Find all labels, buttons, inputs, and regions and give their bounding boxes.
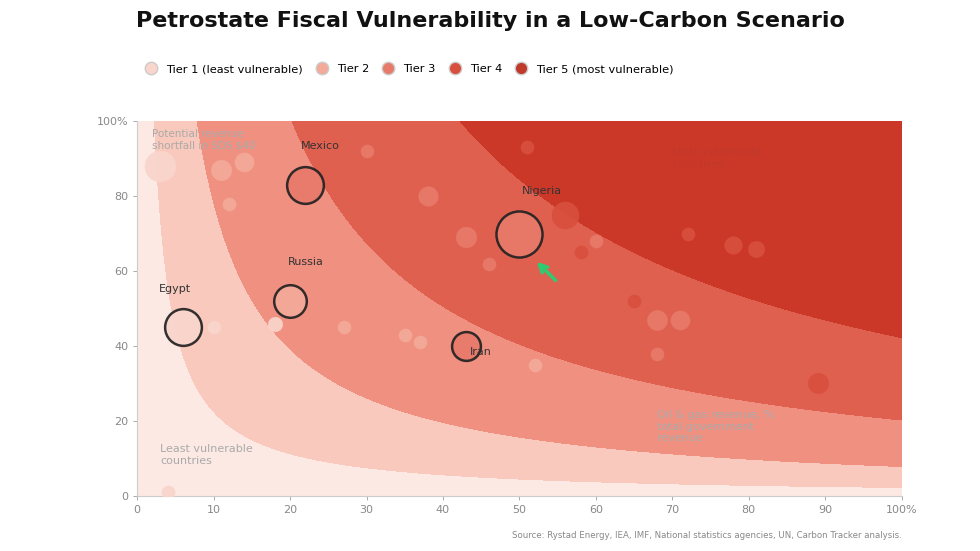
Text: Russia: Russia: [287, 257, 323, 267]
Point: [558, 210, 573, 219]
Point: [298, 181, 314, 190]
Point: [236, 158, 252, 167]
Legend: Tier 1 (least vulnerable), Tier 2, Tier 3, Tier 4, Tier 5 (most vulnerable): Tier 1 (least vulnerable), Tier 2, Tier …: [135, 60, 678, 79]
Point: [413, 338, 428, 347]
Point: [458, 342, 473, 350]
Point: [397, 331, 413, 339]
Point: [519, 143, 535, 152]
Point: [527, 360, 543, 369]
Text: Least vulnerable
countries: Least vulnerable countries: [160, 444, 253, 466]
Point: [267, 319, 282, 328]
Point: [419, 192, 435, 201]
Text: Potential revenue
shortfall in SDS $40: Potential revenue shortfall in SDS $40: [153, 129, 256, 150]
Point: [336, 323, 352, 332]
Text: Most vulnerable
countries: Most vulnerable countries: [672, 148, 761, 169]
Text: Mexico: Mexico: [301, 141, 340, 151]
Point: [672, 315, 688, 324]
Point: [152, 162, 168, 171]
Text: Egypt: Egypt: [160, 284, 191, 294]
Point: [588, 237, 604, 246]
Point: [749, 244, 764, 253]
Point: [458, 233, 473, 242]
Text: Nigeria: Nigeria: [522, 186, 563, 196]
Point: [160, 488, 175, 496]
Text: Iran: Iran: [470, 347, 492, 357]
Point: [282, 296, 298, 305]
Point: [572, 248, 588, 257]
Point: [626, 296, 642, 305]
Point: [175, 323, 191, 332]
Point: [512, 229, 527, 238]
Point: [809, 379, 825, 388]
Text: Oil & gas revenue, %
total government
revenue: Oil & gas revenue, % total government re…: [657, 410, 774, 444]
Point: [206, 323, 221, 332]
Point: [359, 147, 374, 155]
Text: Source: Rystad Energy, IEA, IMF, National statistics agencies, UN, Carbon Tracke: Source: Rystad Energy, IEA, IMF, Nationa…: [512, 531, 902, 540]
Point: [214, 165, 229, 174]
Point: [649, 349, 664, 358]
Point: [725, 240, 741, 249]
Text: Petrostate Fiscal Vulnerability in a Low-Carbon Scenario: Petrostate Fiscal Vulnerability in a Low…: [135, 11, 845, 31]
Point: [221, 199, 237, 208]
Point: [680, 229, 696, 238]
Point: [649, 315, 664, 324]
Point: [481, 259, 497, 268]
